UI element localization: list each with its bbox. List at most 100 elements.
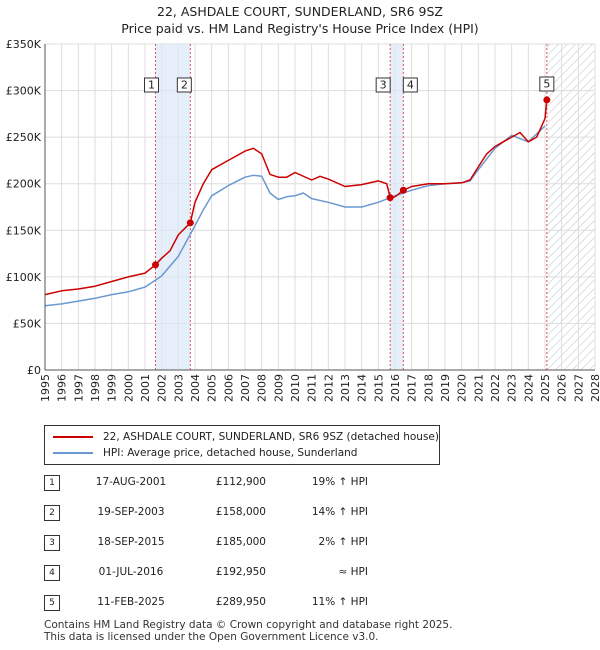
legend-swatch-hpi xyxy=(53,452,93,454)
sale-label-box xyxy=(375,77,391,93)
y-tick-label: £100K xyxy=(6,271,42,284)
x-tick-label: 2009 xyxy=(272,374,285,402)
shaded-bands xyxy=(155,44,548,370)
sale-row: 2 19-SEP-2003 £158,000 14% ↑ HPI xyxy=(44,503,444,521)
x-tick-label: 2003 xyxy=(172,374,185,402)
x-tick-label: 2016 xyxy=(389,374,402,402)
sale-band xyxy=(155,44,191,370)
x-tick-label: 2017 xyxy=(406,374,419,402)
x-tick-label: 2024 xyxy=(522,374,535,402)
sale-hpi-diff: 2% ↑ HPI xyxy=(318,536,368,548)
y-tick-label: £250K xyxy=(6,131,42,144)
x-tick-label: 2005 xyxy=(206,374,219,402)
sale-markers: 1 2 3 4 5 xyxy=(144,76,555,269)
legend-item-hpi: HPI: Average price, detached house, Sund… xyxy=(53,445,357,461)
sale-number: 1 xyxy=(44,475,60,491)
sale-point xyxy=(186,219,194,227)
x-tick-label: 2022 xyxy=(489,374,502,402)
sale-date: 18-SEP-2015 xyxy=(97,536,165,548)
sale-price: £112,900 xyxy=(215,476,266,488)
sale-point xyxy=(543,96,551,104)
x-tick-label: 2007 xyxy=(239,374,252,402)
sale-number: 3 xyxy=(44,535,60,551)
sale-date: 11-FEB-2025 xyxy=(97,596,165,608)
x-tick-label: 2010 xyxy=(289,374,302,402)
sale-number: 5 xyxy=(44,595,60,611)
gridlines xyxy=(44,43,596,371)
x-tick-label: 2023 xyxy=(506,374,519,402)
sale-row: 1 17-AUG-2001 £112,900 19% ↑ HPI xyxy=(44,473,444,491)
x-tick-label: 2004 xyxy=(189,374,202,402)
x-tick-label: 2025 xyxy=(539,374,552,402)
sale-label-text: 2 xyxy=(181,79,188,92)
legend-label-hpi: HPI: Average price, detached house, Sund… xyxy=(103,447,358,459)
series-lines xyxy=(44,99,548,307)
sale-hpi-diff: 11% ↑ HPI xyxy=(311,596,368,608)
x-tick-label: 2026 xyxy=(556,374,569,402)
x-tick-label: 1997 xyxy=(72,374,85,402)
chart: 1 2 3 4 5 £0 £50K £100K £150K £200K £250K £300K £35… xyxy=(6,38,600,402)
forecast-hatch xyxy=(546,44,595,370)
x-tick-label: 1996 xyxy=(56,374,69,402)
x-tick-label: 2015 xyxy=(372,374,385,402)
y-tick-label: £0 xyxy=(27,364,41,377)
x-tick-label: 2002 xyxy=(156,374,169,402)
x-tick-label: 2018 xyxy=(422,374,435,402)
x-tick-label: 2014 xyxy=(356,374,369,402)
y-tick-label: £200K xyxy=(6,178,42,191)
sale-hpi-diff: 19% ↑ HPI xyxy=(311,476,368,488)
chart-subtitle: Price paid vs. HM Land Registry's House … xyxy=(121,21,479,36)
x-tick-label: 1998 xyxy=(89,374,102,402)
property-price-line xyxy=(44,99,548,296)
footer-license: This data is licensed under the Open Gov… xyxy=(44,631,379,643)
legend-label-property: 22, ASHDALE COURT, SUNDERLAND, SR6 9SZ (… xyxy=(103,431,439,443)
x-tick-label: 2006 xyxy=(222,374,235,402)
x-tick-label: 2021 xyxy=(472,374,485,402)
x-tick-label: 2012 xyxy=(322,374,335,402)
footer: Contains HM Land Registry data © Crown c… xyxy=(44,619,452,643)
x-tick-label: 2001 xyxy=(139,374,152,402)
x-tick-label: 2008 xyxy=(256,374,269,402)
sale-hpi-diff: ≈ HPI xyxy=(338,566,368,578)
sale-band xyxy=(390,44,404,370)
y-tick-label: £300K xyxy=(6,85,42,98)
x-tick-label: 2019 xyxy=(439,374,452,402)
legend-item-property: 22, ASHDALE COURT, SUNDERLAND, SR6 9SZ (… xyxy=(53,429,439,445)
x-tick-label: 1999 xyxy=(106,374,119,402)
chart-title-block: 22, ASHDALE COURT, SUNDERLAND, SR6 9SZ P… xyxy=(0,3,600,37)
legend-swatch-property xyxy=(53,436,93,438)
sale-row: 5 11-FEB-2025 £289,950 11% ↑ HPI xyxy=(44,593,444,611)
plot-background xyxy=(45,44,595,370)
footer-copyright: Contains HM Land Registry data © Crown c… xyxy=(44,619,453,631)
y-tick-label: £150K xyxy=(6,224,42,237)
sale-date: 17-AUG-2001 xyxy=(95,476,167,488)
y-tick-label: £350K xyxy=(6,38,42,51)
y-tick-label: £50K xyxy=(13,317,42,330)
sale-price: £289,950 xyxy=(215,596,266,608)
sale-price: £192,950 xyxy=(215,566,266,578)
sale-row: 3 18-SEP-2015 £185,000 2% ↑ HPI xyxy=(44,533,444,551)
sale-row: 4 01-JUL-2016 £192,950 ≈ HPI xyxy=(44,563,444,581)
sale-hpi-diff: 14% ↑ HPI xyxy=(311,506,368,518)
axes: £0 £50K £100K £150K £200K £250K £300K £350K 1995… xyxy=(6,38,600,402)
sale-label-text: 5 xyxy=(543,78,550,91)
sale-price: £158,000 xyxy=(215,506,266,518)
sale-label-text: 4 xyxy=(407,79,414,92)
plot-area xyxy=(45,44,595,370)
sale-label-text: 1 xyxy=(148,79,155,92)
x-tick-label: 2000 xyxy=(122,374,135,402)
sale-label-box xyxy=(144,77,159,93)
sale-number: 4 xyxy=(44,565,60,581)
chart-title: 22, ASHDALE COURT, SUNDERLAND, SR6 9SZ xyxy=(157,4,443,19)
sale-date: 01-JUL-2016 xyxy=(98,566,164,578)
sale-date: 19-SEP-2003 xyxy=(97,506,165,518)
sale-number: 2 xyxy=(44,505,60,521)
legend: 22, ASHDALE COURT, SUNDERLAND, SR6 9SZ (… xyxy=(44,425,440,465)
x-tick-label: 2028 xyxy=(589,374,600,402)
x-tick-label: 1995 xyxy=(39,374,52,402)
sale-point xyxy=(399,186,407,194)
sale-label-box xyxy=(539,76,555,92)
sale-price: £185,000 xyxy=(215,536,266,548)
x-tick-label: 2011 xyxy=(306,374,319,402)
sale-point xyxy=(152,261,159,269)
